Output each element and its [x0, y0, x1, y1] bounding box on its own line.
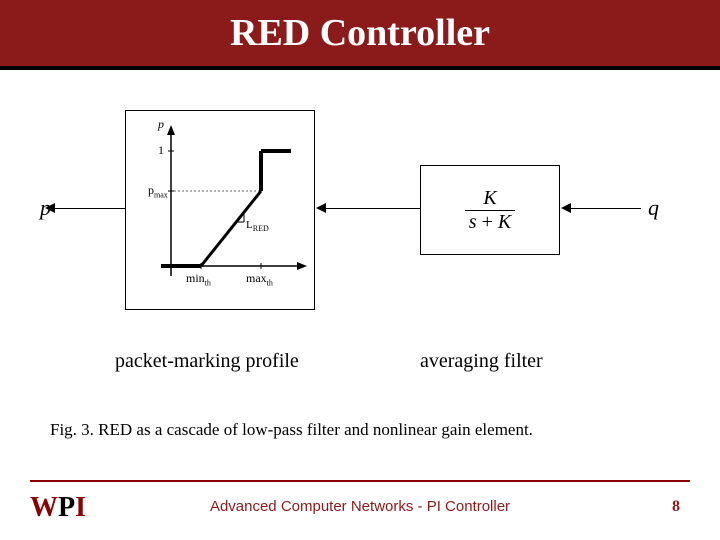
profile-caption: packet-marking profile: [115, 350, 299, 373]
den-plus: +: [482, 211, 493, 233]
input-q-label: q: [648, 195, 659, 221]
x-tick-max: maxth: [246, 271, 273, 287]
slide: RED Controller p: [0, 0, 720, 540]
y-tick-1: 1: [158, 143, 164, 158]
den-k: K: [498, 211, 511, 233]
pmax-sub: max: [154, 190, 168, 199]
content-area: p: [0, 70, 720, 470]
arrow-line: [55, 208, 125, 209]
footer-rule: [30, 480, 690, 482]
filter-caption: averaging filter: [420, 350, 543, 373]
lred-sub: RED: [253, 224, 269, 233]
max-text: max: [246, 271, 267, 285]
slope-label: LRED: [246, 219, 269, 233]
y-tick-pmax: pmax: [148, 183, 168, 199]
y-axis-label: p: [158, 117, 164, 132]
filter-box: K s + K: [420, 165, 560, 255]
tf-denominator: s + K: [465, 210, 515, 234]
profile-plot: [126, 111, 316, 311]
profile-box: p 1 pmax minth maxth LRED: [125, 110, 315, 310]
tf-numerator: K: [465, 187, 515, 210]
arrow-head-icon: [45, 203, 55, 213]
page-number: 8: [672, 498, 680, 516]
arrow-head-icon: [561, 203, 571, 213]
arrow-line: [571, 208, 641, 209]
arrow-line: [326, 208, 420, 209]
x-tick-min: minth: [186, 271, 211, 287]
title-bar: RED Controller: [0, 0, 720, 70]
lred-l: L: [246, 219, 253, 231]
slide-title: RED Controller: [230, 11, 490, 55]
transfer-function: K s + K: [465, 187, 515, 234]
figure-caption: Fig. 3. RED as a cascade of low-pass fil…: [50, 420, 670, 440]
den-s: s: [469, 211, 477, 233]
min-sub: th: [205, 278, 211, 287]
arrow-head-icon: [316, 203, 326, 213]
diagram: p: [50, 110, 670, 470]
min-text: min: [186, 271, 205, 285]
footer-course-text: Advanced Computer Networks - PI Controll…: [0, 498, 720, 515]
footer: WPI Advanced Computer Networks - PI Cont…: [0, 470, 720, 540]
max-sub: th: [267, 278, 273, 287]
